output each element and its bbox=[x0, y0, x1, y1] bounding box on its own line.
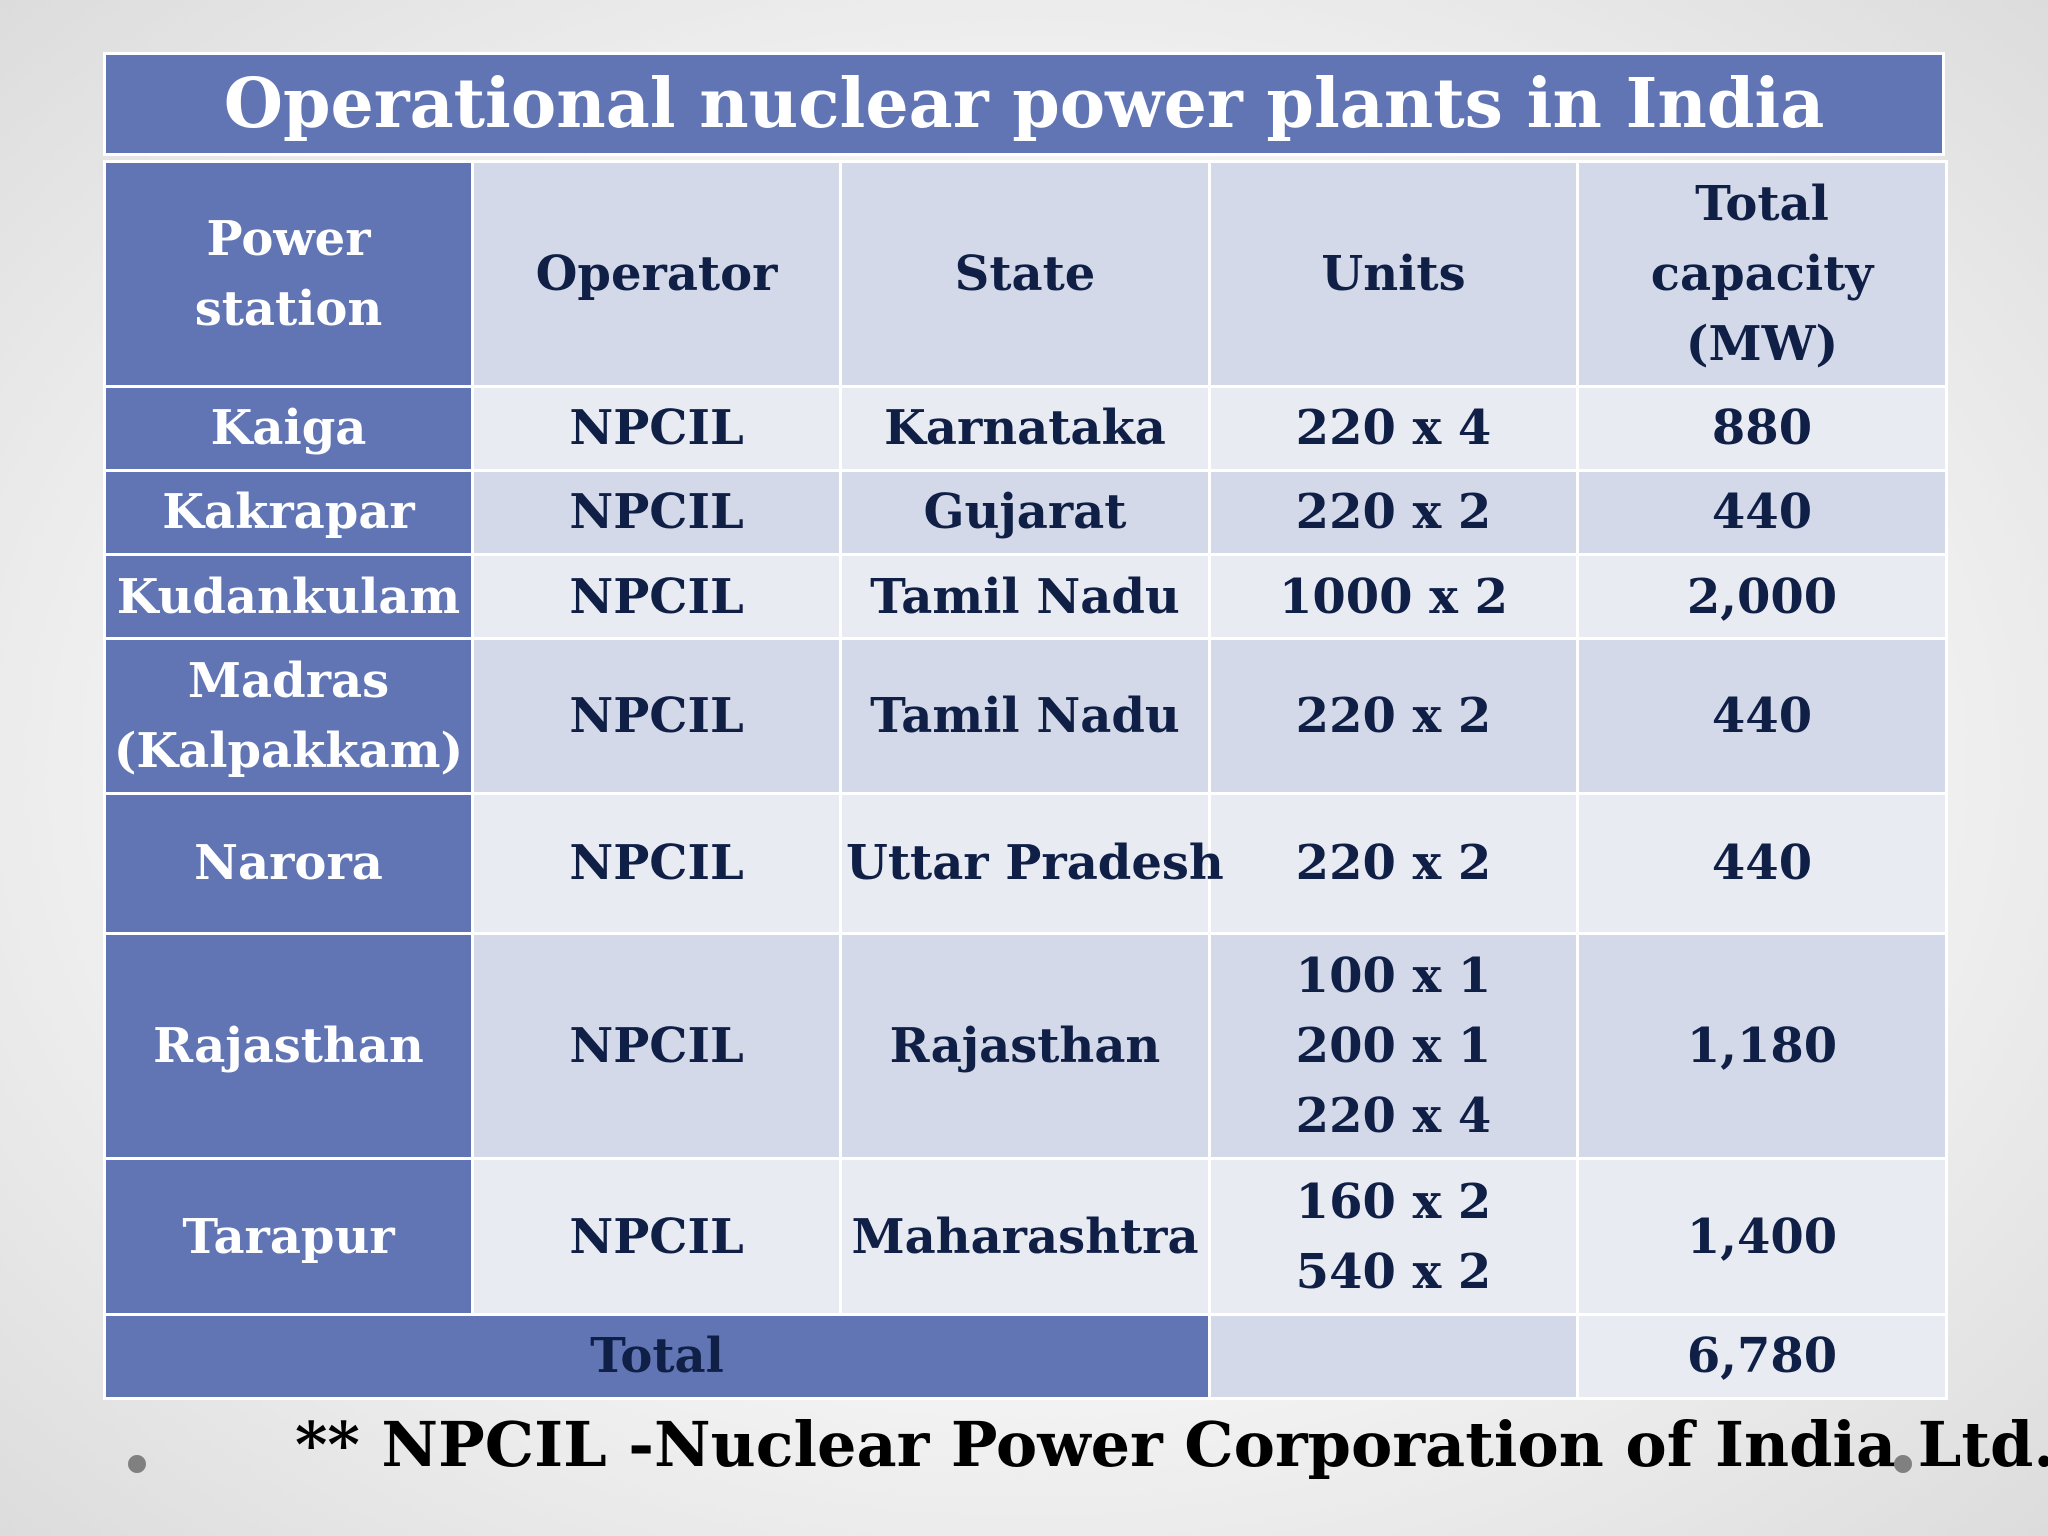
units-cell: 160 x 2 540 x 2 bbox=[1208, 1157, 1579, 1316]
units-cell: 100 x 1 200 x 1 220 x 4 bbox=[1208, 931, 1579, 1161]
header-state: State bbox=[839, 160, 1211, 388]
bullet-dot-right bbox=[1894, 1455, 1912, 1473]
station-cell: Rajasthan bbox=[103, 931, 474, 1161]
table-title: Operational nuclear power plants in Indi… bbox=[103, 52, 1945, 156]
station-cell: Tarapur bbox=[103, 1157, 474, 1316]
operator-cell: NPCIL bbox=[471, 384, 842, 472]
capacity-cell: 440 bbox=[1576, 468, 1948, 556]
capacity-cell: 880 bbox=[1576, 384, 1948, 472]
plants-table: Power station Operator State Units Total… bbox=[103, 160, 1948, 1401]
operator-cell: NPCIL bbox=[471, 637, 842, 795]
table-row: Rajasthan NPCIL Rajasthan 100 x 1 200 x … bbox=[103, 931, 1948, 1161]
operator-cell: NPCIL bbox=[471, 931, 842, 1161]
table-row: Kudankulam NPCIL Tamil Nadu 1000 x 2 2,0… bbox=[103, 552, 1948, 641]
units-cell: 220 x 2 bbox=[1208, 637, 1579, 795]
table-row: Tarapur NPCIL Maharashtra 160 x 2 540 x … bbox=[103, 1157, 1948, 1316]
table-row: Kakrapar NPCIL Gujarat 220 x 2 440 bbox=[103, 468, 1948, 556]
units-cell: 220 x 2 bbox=[1208, 791, 1579, 935]
capacity-cell: 2,000 bbox=[1576, 552, 1948, 641]
units-cell: 220 x 4 bbox=[1208, 384, 1579, 472]
units-cell: 1000 x 2 bbox=[1208, 552, 1579, 641]
total-capacity-cell: 6,780 bbox=[1576, 1312, 1948, 1401]
footnote: ** NPCIL -Nuclear Power Corporation of I… bbox=[295, 1408, 2048, 1481]
state-cell: Karnataka bbox=[839, 384, 1211, 472]
table-row: Narora NPCIL Uttar Pradesh 220 x 2 440 bbox=[103, 791, 1948, 935]
operator-cell: NPCIL bbox=[471, 1157, 842, 1316]
station-cell: Kaiga bbox=[103, 384, 474, 472]
operator-cell: NPCIL bbox=[471, 791, 842, 935]
state-cell: Rajasthan bbox=[839, 931, 1211, 1161]
operator-cell: NPCIL bbox=[471, 552, 842, 641]
station-cell: Kakrapar bbox=[103, 468, 474, 556]
header-power-station: Power station bbox=[103, 160, 474, 388]
capacity-cell: 440 bbox=[1576, 637, 1948, 795]
bullet-dot-left bbox=[128, 1455, 146, 1473]
state-cell: Tamil Nadu bbox=[839, 637, 1211, 795]
operator-cell: NPCIL bbox=[471, 468, 842, 556]
station-cell: Kudankulam bbox=[103, 552, 474, 641]
capacity-cell: 1,400 bbox=[1576, 1157, 1948, 1316]
state-cell: Maharashtra bbox=[839, 1157, 1211, 1316]
state-cell: Tamil Nadu bbox=[839, 552, 1211, 641]
total-units-cell bbox=[1208, 1312, 1579, 1401]
station-cell: Madras (Kalpakkam) bbox=[103, 637, 474, 795]
header-operator: Operator bbox=[471, 160, 842, 388]
header-row: Power station Operator State Units Total… bbox=[103, 160, 1948, 388]
state-cell: Gujarat bbox=[839, 468, 1211, 556]
header-units: Units bbox=[1208, 160, 1579, 388]
table-row: Kaiga NPCIL Karnataka 220 x 4 880 bbox=[103, 384, 1948, 472]
station-cell: Narora bbox=[103, 791, 474, 935]
state-cell: Uttar Pradesh bbox=[839, 791, 1224, 935]
capacity-cell: 1,180 bbox=[1576, 931, 1948, 1161]
capacity-cell: 440 bbox=[1576, 791, 1948, 935]
header-total-capacity: Total capacity (MW) bbox=[1576, 160, 1948, 388]
total-row: Total 6,780 bbox=[103, 1312, 1948, 1401]
units-cell: 220 x 2 bbox=[1208, 468, 1579, 556]
total-label: Total bbox=[103, 1312, 1211, 1401]
table-row: Madras (Kalpakkam) NPCIL Tamil Nadu 220 … bbox=[103, 637, 1948, 795]
